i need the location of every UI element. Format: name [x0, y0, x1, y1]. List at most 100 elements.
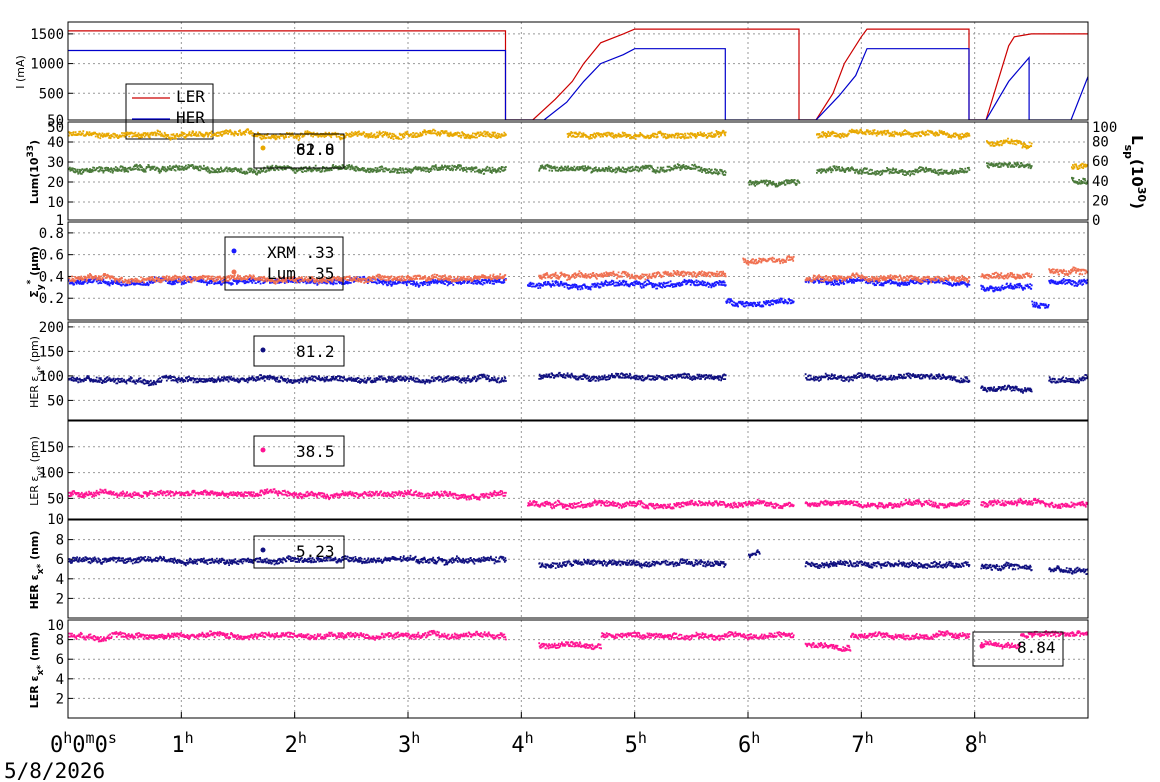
legend-value: Lum .35: [267, 264, 334, 283]
series-points: [816, 128, 971, 140]
y-tick-label: 4: [56, 672, 64, 688]
y-tick-label: 50: [47, 393, 64, 409]
series-points: [816, 165, 971, 177]
y-tick-label: 0.6: [39, 248, 64, 264]
y-tick-label: 10: [47, 195, 64, 211]
panel-frame: [67, 321, 1089, 421]
series-group: [68, 128, 1088, 188]
legend-swatch: [260, 547, 266, 553]
legend-value: 5.23: [296, 542, 335, 561]
y-tick-label: 8: [56, 533, 64, 549]
series-points: [804, 498, 971, 510]
y-tick-label: 6: [56, 552, 64, 568]
y-tick-label: 100: [39, 466, 64, 482]
y-tick-label: 0.8: [39, 226, 64, 242]
panel-sigma: 0.2 0.4 0.6 0.8 Σy* (µm) XRM .33 Lum .35: [26, 221, 1089, 321]
date-label: 5/8/2026: [4, 759, 105, 782]
legend-value: 61.0: [296, 140, 335, 159]
y-tick-label: 0.2: [39, 291, 64, 307]
x-tick-label: 5h: [625, 729, 647, 758]
series-points: [742, 255, 795, 266]
series-points: [538, 163, 727, 176]
series-points: [600, 631, 795, 642]
series-points: [1048, 565, 1088, 575]
legend: 8.84: [972, 631, 1064, 667]
y-tick-label: 20: [47, 175, 64, 191]
y-tick-label: 50: [47, 113, 64, 129]
legend: LER HER: [125, 83, 214, 140]
x-tick-label: 6h: [738, 729, 760, 758]
y-axis-label: LER εy* (pm): [28, 436, 46, 506]
series-points: [68, 554, 507, 567]
series-points: [1048, 266, 1088, 277]
series-points: [1031, 300, 1050, 309]
y-tick-label: 40: [47, 135, 64, 151]
series-points: [68, 128, 507, 141]
y-tick-label: 0.4: [39, 269, 64, 285]
series-points: [1071, 176, 1088, 185]
series-group: [68, 28, 1088, 120]
series-points: [68, 163, 507, 176]
legend-value: 8.84: [1017, 638, 1056, 657]
y-tick-label: 500: [39, 86, 64, 102]
y-tick-label: 10: [47, 618, 64, 634]
y-right-tick-label: 60: [1092, 154, 1109, 170]
series-line-ler: [68, 28, 1088, 120]
series-points: [980, 561, 1033, 572]
series-points: [566, 129, 727, 140]
series-points: [748, 549, 761, 559]
y-tick-label: 1500: [30, 27, 64, 43]
y-tick-label: 1: [56, 213, 64, 229]
y-tick-label: 10: [47, 512, 64, 528]
panel-luminosity: 11020304050020406080100Lsp(1030)Lum(1033…: [26, 120, 1149, 229]
y-right-axis-label: Lsp(1030): [1123, 135, 1149, 209]
legend-swatch: [260, 447, 266, 453]
legend-value: 81.2: [296, 342, 335, 361]
panel-frame: [67, 519, 1089, 619]
series-points: [538, 640, 602, 651]
series-points: [725, 297, 795, 308]
series-points: [68, 488, 507, 501]
panel-frame: [67, 121, 1089, 221]
series-points: [850, 630, 971, 641]
legend-box: [253, 133, 345, 169]
series-points: [748, 179, 801, 188]
legend-swatch: [979, 643, 985, 649]
y-right-tick-label: 40: [1092, 174, 1109, 190]
legend: 38.5: [253, 435, 345, 467]
y-tick-label: 150: [39, 344, 64, 360]
series-group: [68, 629, 1088, 652]
legend-swatch: [260, 347, 266, 353]
legend: 81.2: [253, 335, 345, 367]
series-points: [980, 271, 1033, 280]
y-tick-label: 50: [47, 491, 64, 507]
x-tick-label: 1h: [171, 729, 193, 758]
panel-frame: [67, 221, 1089, 321]
series-group: [68, 549, 1088, 575]
series-group: [68, 255, 1088, 309]
y-axis-label: HER εx* (nm): [28, 531, 46, 610]
y-axis-label: LER εx* (nm): [28, 632, 46, 709]
legend: 61.082.8: [253, 133, 345, 169]
panel-frame: [67, 21, 1089, 121]
series-points: [1048, 374, 1088, 384]
legend-value: 38.5: [296, 442, 335, 461]
series-points: [68, 373, 507, 387]
series-points: [527, 498, 795, 510]
legend: XRM .33 Lum .35: [224, 236, 344, 291]
y-right-tick-label: 100: [1092, 120, 1117, 136]
legend-value-overlap: 82.8: [296, 140, 335, 159]
series-line-her: [68, 48, 1088, 120]
y-tick-label: 200: [39, 320, 64, 336]
y-tick-label: 4: [56, 572, 64, 588]
series-points: [804, 272, 971, 284]
series-points: [980, 497, 1088, 509]
x-tick-label: 3h: [398, 729, 420, 758]
y-right-tick-label: 80: [1092, 135, 1109, 151]
series-points: [986, 137, 1033, 150]
series-points: [986, 161, 1033, 170]
y-axis-label: Lum(1033): [26, 140, 41, 204]
series-points: [1048, 278, 1088, 287]
